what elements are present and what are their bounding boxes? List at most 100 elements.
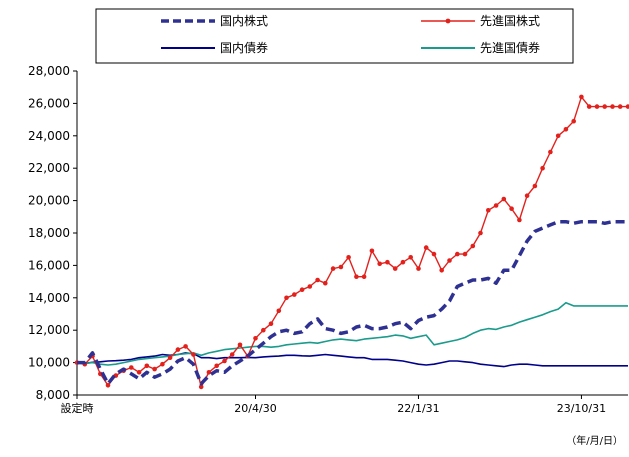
series-point (431, 251, 437, 257)
series-point (548, 149, 553, 155)
series-point (237, 342, 243, 348)
series-point (408, 254, 414, 260)
series-point (152, 366, 157, 372)
legend-marker-foreign-stock (445, 18, 451, 24)
series-point (579, 94, 584, 100)
series-point (455, 251, 460, 257)
series-point (144, 363, 150, 369)
x-tick-label: 20/4/30 (234, 402, 276, 415)
series-point (253, 336, 258, 341)
series-point (369, 248, 375, 254)
x-axis-labels: 設定時 20/4/30 22/1/31 23/10/31 (61, 401, 607, 415)
series-point (501, 196, 507, 202)
series-point (183, 344, 188, 349)
y-tick-label: 28,000 (28, 64, 70, 78)
series-point (423, 245, 429, 250)
series-point (625, 104, 629, 109)
series-point (105, 383, 111, 388)
series-point (338, 264, 344, 270)
series-point (136, 370, 142, 375)
axes (73, 70, 628, 399)
series-point (98, 371, 103, 377)
legend: 国内株式 先進国株式 国内債券 先進国債券 (95, 8, 574, 64)
series-point (276, 308, 282, 314)
y-tick-label: 16,000 (28, 258, 70, 272)
legend-item-domestic-bond: 国内債券 (161, 40, 268, 55)
series-2 (76, 352, 628, 368)
series-point (175, 347, 181, 352)
y-tick-label: 10,000 (28, 356, 70, 370)
series-point (361, 274, 367, 280)
series-point (617, 104, 623, 109)
series-point (315, 277, 320, 283)
series-point (261, 327, 266, 333)
series-point (307, 284, 313, 289)
y-tick-label: 22,000 (28, 161, 70, 175)
y-tick-label: 20,000 (28, 194, 70, 208)
series-point (517, 217, 522, 223)
series-1 (74, 94, 629, 390)
series-point (509, 206, 514, 211)
series-point (299, 287, 305, 293)
series-point (462, 251, 468, 257)
series-point (540, 165, 545, 171)
legend-box (95, 8, 574, 64)
series-point (524, 193, 530, 198)
series-point (392, 266, 398, 271)
series-line (76, 352, 628, 368)
y-tick-label: 26,000 (28, 96, 70, 110)
series-point (354, 274, 359, 280)
series-point (439, 268, 445, 273)
legend-item-foreign-stock: 先進国株式 (421, 13, 540, 28)
series-point (377, 261, 383, 267)
series-point (416, 266, 421, 271)
series-point (610, 104, 615, 109)
series-point (532, 183, 538, 189)
legend-label-domestic-stock: 国内株式 (220, 13, 268, 28)
series-point (470, 243, 476, 249)
series-point (478, 230, 483, 236)
series-point (160, 361, 165, 367)
series-point (486, 208, 491, 213)
series-point (594, 104, 600, 109)
y-tick-label: 14,000 (28, 291, 70, 305)
y-tick-label: 8,000 (36, 388, 70, 402)
series-point (268, 321, 274, 327)
series-point (563, 127, 569, 132)
series-point (400, 259, 406, 265)
series-point (555, 133, 561, 139)
series-point (323, 280, 328, 286)
series-point (571, 118, 576, 124)
series-point (206, 370, 212, 375)
series-line (76, 96, 628, 388)
x-tick-label: 22/1/31 (397, 402, 439, 415)
legend-label-domestic-bond: 国内債券 (220, 40, 268, 55)
series-point (292, 292, 297, 297)
y-axis-labels: 8,000 10,000 12,000 14,000 16,000 18,000 20,00… (28, 64, 70, 402)
series-point (214, 363, 219, 369)
series-point (191, 352, 196, 357)
series-point (493, 203, 499, 208)
series-point (330, 266, 336, 271)
x-tick-label: 設定時 (61, 401, 94, 415)
series-point (447, 258, 452, 263)
legend-item-foreign-bond: 先進国債券 (421, 40, 540, 55)
y-tick-label: 24,000 (28, 129, 70, 143)
legend-label-foreign-bond: 先進国債券 (480, 40, 540, 55)
plot-lines (74, 94, 629, 390)
x-tick-label: 23/10/31 (557, 402, 606, 415)
x-axis-unit-note: （年/月/日） (566, 436, 623, 447)
series-point (229, 352, 235, 357)
series-point (385, 259, 390, 265)
legend-item-domestic-stock: 国内株式 (161, 13, 268, 28)
y-tick-label: 18,000 (28, 226, 70, 240)
y-tick-label: 12,000 (28, 323, 70, 337)
series-0 (77, 219, 628, 386)
series-point (198, 384, 204, 390)
legend-label-foreign-stock: 先進国株式 (480, 13, 540, 28)
series-line (77, 219, 628, 386)
series-point (346, 254, 351, 260)
series-point (222, 358, 227, 364)
series-point (167, 355, 173, 361)
